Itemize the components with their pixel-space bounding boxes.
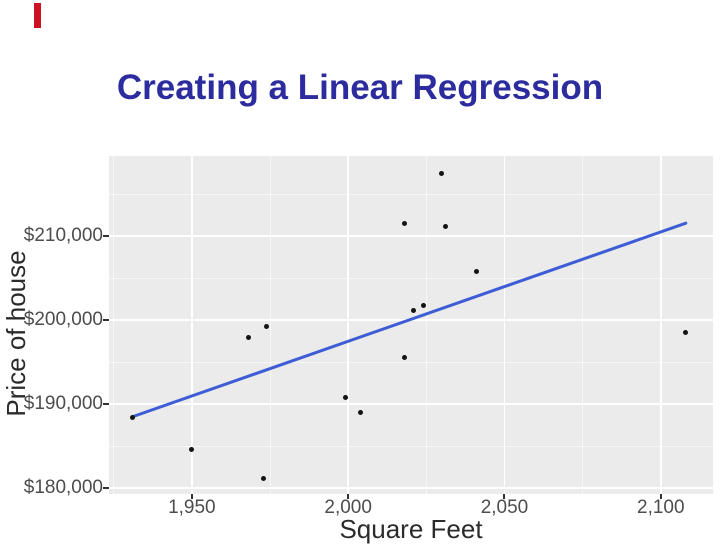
gridline-y-minor: [109, 361, 713, 363]
y-tick-mark: [103, 319, 109, 322]
y-axis-title: Price of house: [1, 250, 31, 417]
y-tick-mark: [103, 235, 109, 238]
data-point: [245, 335, 251, 341]
data-point: [401, 220, 407, 226]
x-tick-mark: [659, 494, 662, 499]
gridline-x-minor: [269, 156, 271, 494]
x-tick-label: 1,950: [168, 497, 216, 518]
scatter-plot: 1,950 2,000 2,050 2,100 $180,000 $190,000 $200…: [0, 140, 720, 544]
data-point: [473, 268, 479, 274]
x-tick-mark: [503, 494, 506, 499]
data-point: [189, 446, 195, 452]
x-axis-title: Square Feet: [339, 514, 483, 544]
data-point: [342, 394, 348, 400]
x-tick-label: 2,100: [637, 497, 685, 518]
gridline-y-minor: [109, 277, 713, 279]
x-tick-label: 2,050: [480, 497, 529, 518]
y-tick-label: $190,000: [23, 393, 103, 415]
x-tick-label: 2,000: [324, 497, 372, 518]
data-point: [442, 224, 448, 230]
slide-title: Creating a Linear Regression: [116, 68, 604, 107]
data-point: [683, 330, 689, 336]
data-point: [264, 324, 270, 330]
gridline-x-minor: [425, 156, 427, 494]
y-tick-label: $180,000: [23, 477, 103, 499]
data-point: [411, 308, 417, 313]
data-point: [261, 475, 267, 481]
gridline-x-minor: [582, 156, 584, 494]
data-point: [401, 355, 407, 361]
gridline-y-major: [109, 487, 713, 489]
y-tick-mark: [103, 403, 109, 406]
gridline-x-major: [660, 156, 662, 494]
gridline-y-major: [109, 235, 713, 237]
y-tick-label: $210,000: [23, 225, 103, 247]
y-tick-mark: [103, 487, 109, 490]
data-point: [420, 303, 426, 309]
gridline-y-minor: [109, 445, 713, 447]
gridline-y-major: [109, 403, 713, 405]
gridline-x-major: [347, 156, 349, 494]
data-point: [439, 170, 445, 176]
gridline-y-minor: [109, 193, 713, 195]
red-accent-bar: [34, 3, 41, 28]
data-point: [129, 414, 135, 420]
gridline-x-major: [191, 156, 193, 494]
x-tick-mark: [347, 494, 350, 499]
x-tick-mark: [190, 494, 193, 499]
regression-line-layer: [130, 221, 688, 419]
data-point: [358, 410, 364, 416]
gridline-x-minor: [113, 156, 115, 494]
gridline-x-major: [503, 156, 506, 494]
regression-line: [130, 221, 688, 419]
y-tick-label: $200,000: [23, 309, 103, 331]
plot-panel: [109, 156, 713, 494]
